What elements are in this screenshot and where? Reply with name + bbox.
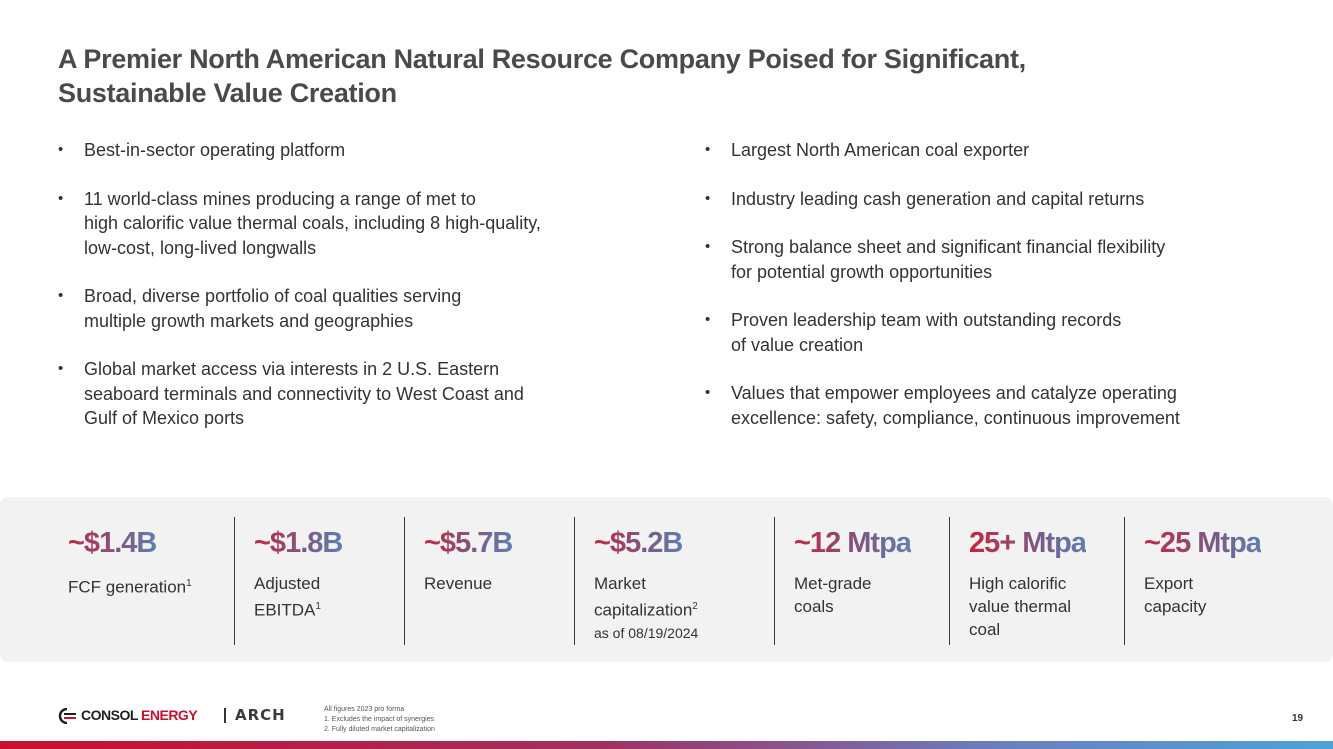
bullet-text: 11 world-class mines producing a range o… bbox=[84, 188, 476, 209]
bullet-icon: • bbox=[58, 287, 64, 304]
footnote-line: 1. Excludes the impact of synergies bbox=[324, 716, 435, 723]
stat-thermal-coal: 25+ Mtpa High calorific value thermal co… bbox=[949, 517, 1122, 645]
logo-divider bbox=[224, 708, 226, 723]
bullet-text: Largest North American coal exporter bbox=[731, 140, 1030, 160]
slide-title-line2: Sustainable Value Creation bbox=[58, 78, 397, 108]
bullet-icon: • bbox=[58, 141, 64, 158]
bullet-text: Broad, diverse portfolio of coal qualiti… bbox=[84, 286, 462, 306]
stat-label: FCF generation1 bbox=[68, 577, 192, 597]
stat-label: Revenue bbox=[424, 574, 493, 593]
stat-value: ~12 Mtpa bbox=[794, 527, 912, 559]
bullet-icon: • bbox=[705, 384, 711, 401]
slide-title-line1: A Premier North American Natural Resourc… bbox=[58, 44, 1026, 74]
bullet-text: high calorific value thermal coals, incl… bbox=[84, 213, 541, 233]
stat-value: ~25 Mtpa bbox=[1144, 527, 1262, 559]
stat-divider bbox=[234, 517, 235, 645]
stat-value: ~$5.7B bbox=[424, 527, 513, 559]
bullet-item: • Proven leadership team with outstandin… bbox=[705, 308, 1305, 357]
bullet-text: multiple growth markets and geographies bbox=[84, 310, 414, 331]
bullet-text: Proven leadership team with outstanding … bbox=[731, 310, 1122, 330]
stat-label: Met-grade coals bbox=[794, 574, 872, 616]
stat-divider bbox=[949, 517, 950, 645]
bullet-icon: • bbox=[58, 189, 64, 207]
slide-title: A Premier North American Natural Resourc… bbox=[58, 42, 1258, 110]
bullet-text: Gulf of Mexico ports bbox=[84, 408, 245, 428]
consol-energy-logo: CONSOL ENERGY bbox=[81, 707, 198, 723]
stat-fcf: ~$1.4B FCF generation1 bbox=[48, 517, 233, 645]
bullet-text: Industry leading cash generation and cap… bbox=[731, 188, 1145, 209]
bullet-item: • Strong balance sheet and significant f… bbox=[705, 235, 1305, 284]
bullet-text: seaboard terminals and connectivity to W… bbox=[84, 383, 524, 404]
bullet-text: low-cost, long-lived longwalls bbox=[84, 237, 317, 258]
bullet-item: • Broad, diverse portfolio of coal quali… bbox=[58, 284, 658, 333]
stat-export: ~25 Mtpa Export capacity bbox=[1124, 517, 1324, 645]
bullet-text: Global market access via interests in 2 … bbox=[84, 359, 500, 379]
stat-divider bbox=[404, 517, 405, 645]
left-bullet-list: • Best-in-sector operating platform • 11… bbox=[58, 138, 658, 455]
bullet-text: of value creation bbox=[731, 334, 864, 355]
right-bullet-list: • Largest North American coal exporter •… bbox=[705, 138, 1305, 454]
bullet-item: • Largest North American coal exporter bbox=[705, 138, 1305, 163]
stat-market-cap: ~$5.2B Market capitalization2 as of 08/1… bbox=[574, 517, 772, 645]
bullet-text: Values that empower employees and cataly… bbox=[731, 383, 1177, 403]
footnotes: All figures 2023 pro forma 1. Excludes t… bbox=[324, 705, 435, 735]
stat-value: ~$1.8B bbox=[254, 527, 343, 559]
stat-divider bbox=[1124, 517, 1125, 645]
bullet-item: • Industry leading cash generation and c… bbox=[705, 187, 1305, 212]
stat-met-coal: ~12 Mtpa Met-grade coals bbox=[774, 517, 947, 645]
stat-label: Market capitalization2 as of 08/19/2024 bbox=[594, 574, 699, 641]
stats-panel: ~$1.4B FCF generation1 ~$1.8B Adjusted E… bbox=[0, 497, 1333, 662]
stat-divider bbox=[774, 517, 775, 645]
bullet-icon: • bbox=[705, 189, 711, 207]
bullet-icon: • bbox=[705, 311, 711, 328]
bullet-icon: • bbox=[58, 360, 64, 377]
bullet-item: • Best-in-sector operating platform bbox=[58, 138, 658, 163]
stat-label: Export capacity bbox=[1144, 574, 1207, 616]
page-number: 19 bbox=[1292, 713, 1304, 724]
stat-value: ~$5.2B bbox=[594, 527, 683, 559]
bullet-item: • 11 world-class mines producing a range… bbox=[58, 187, 658, 261]
bullet-item: • Global market access via interests in … bbox=[58, 357, 658, 431]
footnote-line: 2. Fully diluted market capitalization bbox=[324, 726, 435, 733]
stat-label: High calorific value thermal coal bbox=[969, 574, 1072, 639]
stat-divider bbox=[574, 517, 575, 645]
bullet-text: for potential growth opportunities bbox=[731, 261, 993, 282]
stat-ebitda: ~$1.8B Adjusted EBITDA1 bbox=[234, 517, 402, 645]
stat-label: Adjusted EBITDA1 bbox=[254, 574, 321, 620]
bullet-text: Best-in-sector operating platform bbox=[84, 140, 346, 160]
footnote-line: All figures 2023 pro forma bbox=[324, 706, 405, 713]
bullet-text: Strong balance sheet and significant fin… bbox=[731, 237, 1166, 257]
bullet-item: • Values that empower employees and cata… bbox=[705, 381, 1305, 430]
bullet-icon: • bbox=[705, 238, 711, 255]
bottom-gradient-bar bbox=[0, 741, 1333, 749]
bullet-text: excellence: safety, compliance, continuo… bbox=[731, 407, 1180, 428]
stat-value: 25+ Mtpa bbox=[969, 527, 1087, 559]
stat-value: ~$1.4B bbox=[68, 527, 157, 559]
bullet-icon: • bbox=[705, 141, 711, 158]
arch-logo: ARCH bbox=[235, 706, 286, 724]
stat-revenue: ~$5.7B Revenue bbox=[404, 517, 572, 645]
consol-logo-icon bbox=[58, 708, 76, 724]
